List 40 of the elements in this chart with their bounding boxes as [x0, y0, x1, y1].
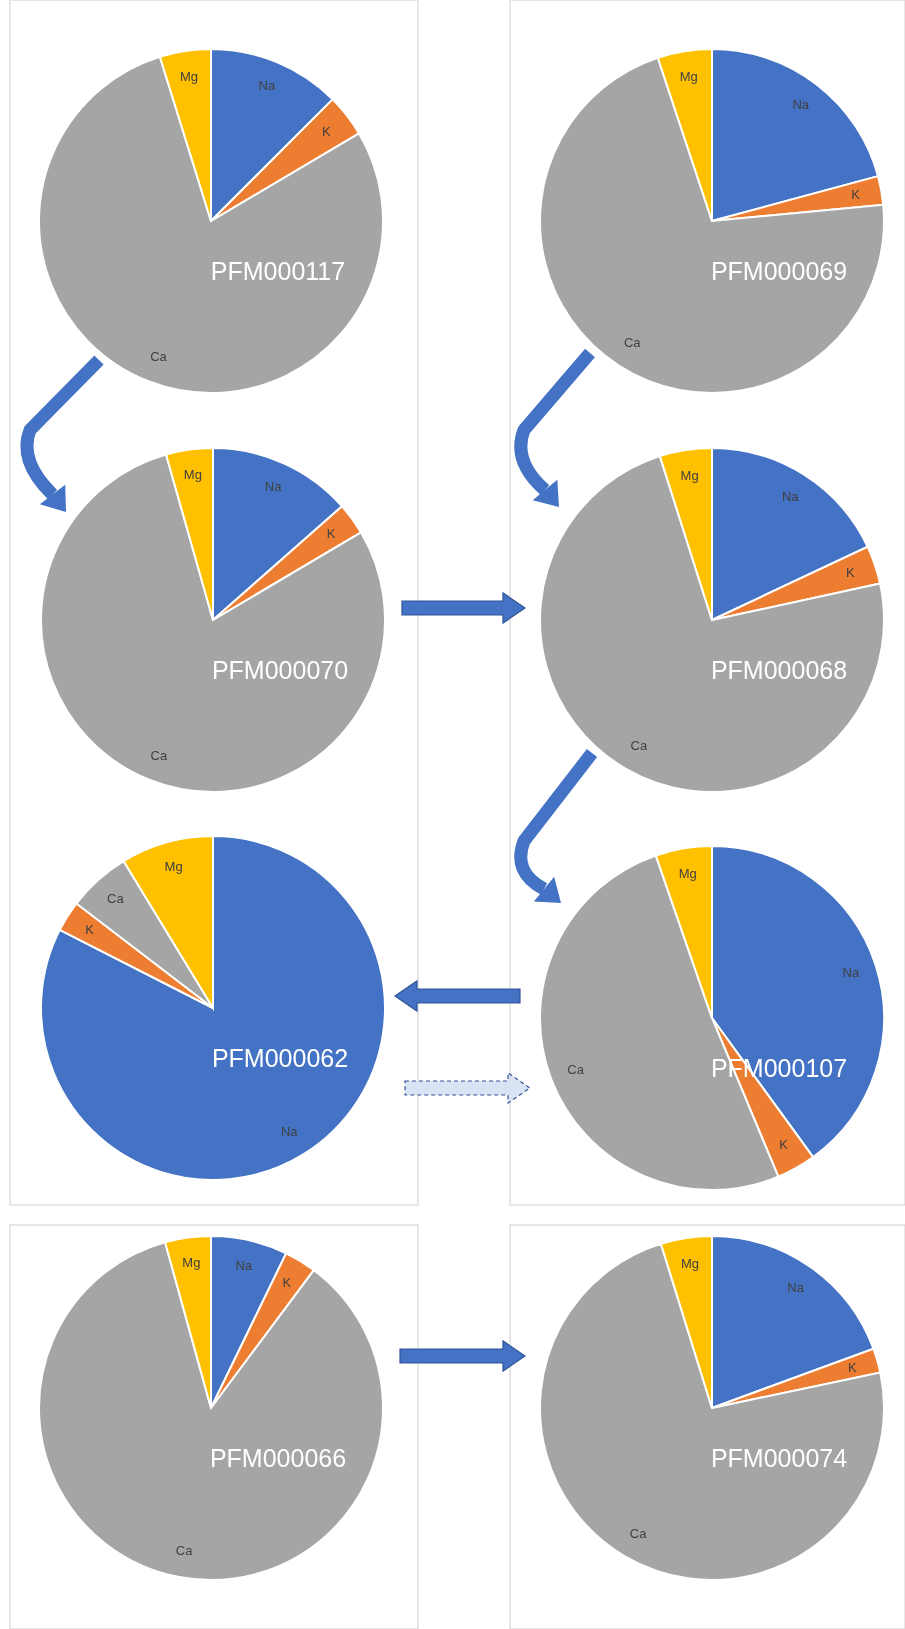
slice-label: Mg	[678, 866, 697, 882]
slice-label: Na	[781, 488, 800, 504]
slice-label: Mg	[679, 68, 698, 84]
slice-label: Ca	[107, 891, 125, 907]
slice-label: K	[85, 922, 95, 938]
text: PFM000074	[710, 1444, 848, 1472]
slice-label: Mg	[183, 467, 202, 483]
slice-label: K	[326, 526, 336, 542]
text: PFM000062	[211, 1044, 349, 1072]
slice-label: Ca	[630, 738, 648, 754]
slice-label: Mg	[180, 68, 199, 84]
slice-label: Na	[280, 1124, 299, 1140]
slice-label: Na	[787, 1280, 805, 1296]
text: PFM000068	[710, 656, 848, 684]
slice-label: Ca	[150, 747, 168, 763]
slice-label: Na	[792, 97, 810, 113]
slice-label: K	[282, 1275, 292, 1291]
slice-label: Mg	[680, 467, 699, 483]
slice-label: Ca	[623, 335, 642, 351]
slice-label: K	[322, 123, 332, 139]
slice-label: Ca	[629, 1525, 648, 1541]
text: PFM000070	[211, 656, 349, 684]
slice-label: Na	[235, 1257, 253, 1273]
slice-label: Mg	[182, 1255, 201, 1271]
slice-label: Ca	[175, 1543, 194, 1559]
text: PFM000066	[209, 1444, 347, 1472]
slice-label: Na	[264, 478, 283, 494]
slice-label: Na	[258, 78, 276, 94]
slice-label: K	[779, 1137, 789, 1153]
slice-label: Ca	[150, 349, 168, 365]
pie-slice	[40, 835, 386, 1181]
text: PFM000117	[210, 257, 346, 285]
slice-label: Na	[842, 964, 860, 980]
slice-label: Mg	[681, 1255, 700, 1271]
slice-label: Ca	[567, 1062, 585, 1078]
slice-label: K	[845, 565, 855, 581]
slice-label: K	[851, 187, 861, 202]
slice-label: K	[847, 1359, 857, 1375]
text: PFM000069	[710, 257, 848, 285]
slice-label: Mg	[164, 859, 183, 875]
